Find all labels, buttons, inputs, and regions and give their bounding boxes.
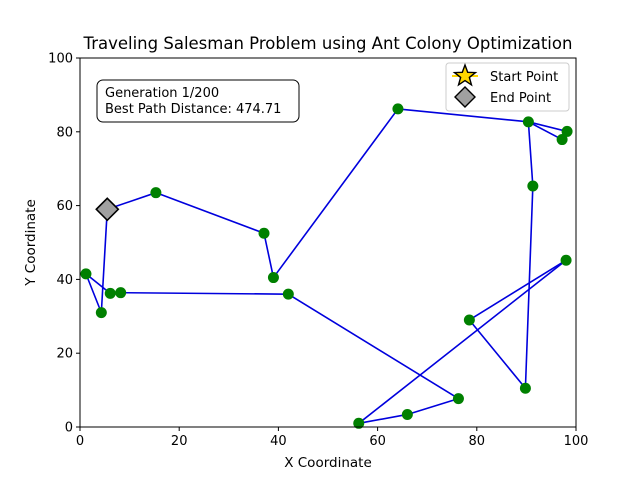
end-marker-layer <box>95 197 120 222</box>
x-axis-label: X Coordinate <box>284 455 372 471</box>
y-tick-label: 0 <box>65 421 73 436</box>
city-point <box>267 272 279 284</box>
city-points <box>80 103 573 429</box>
path-segment <box>287 293 460 400</box>
path-segment <box>524 185 534 390</box>
path-segment <box>357 259 567 425</box>
x-tick-label: 0 <box>76 434 84 449</box>
legend-end-diamond-icon <box>454 86 476 108</box>
city-point <box>522 116 534 128</box>
path-segment <box>527 121 563 141</box>
path-segment <box>357 413 409 425</box>
path-segment <box>119 291 290 295</box>
legend: Start Point End Point <box>445 62 570 112</box>
y-tick-label: 80 <box>56 125 73 140</box>
city-point <box>392 103 404 115</box>
y-axis-label: Y Coordinate <box>23 199 39 287</box>
city-point <box>150 187 162 199</box>
path-segment <box>468 259 567 321</box>
best-distance-text: Best Path Distance: 474.71 <box>105 102 281 117</box>
city-point <box>104 287 116 299</box>
chart-title: Traveling Salesman Problem using Ant Col… <box>83 34 573 53</box>
city-point <box>463 314 475 326</box>
path-segment <box>263 232 275 279</box>
path-segment <box>85 273 103 314</box>
path-segment <box>100 208 109 314</box>
path-segment <box>527 121 534 187</box>
city-point <box>282 288 294 300</box>
y-axis-ticks: 0 20 40 60 80 100 <box>48 52 80 436</box>
path-segment <box>155 191 265 235</box>
city-point <box>115 287 127 299</box>
y-tick-label: 20 <box>56 347 73 362</box>
y-tick-label: 100 <box>48 52 73 67</box>
city-point <box>527 180 539 192</box>
diamond-icon <box>454 86 476 108</box>
y-tick-label: 40 <box>56 273 73 288</box>
city-point <box>519 382 531 394</box>
path-segment <box>397 108 530 123</box>
generation-text: Generation 1/200 <box>105 86 219 101</box>
legend-start-label: Start Point <box>490 70 558 85</box>
city-point <box>556 134 568 146</box>
x-tick-label: 20 <box>171 434 188 449</box>
path-segment <box>468 319 527 390</box>
city-point <box>258 227 270 239</box>
city-point <box>353 417 365 429</box>
plot-frame <box>79 57 577 428</box>
city-point <box>560 254 572 266</box>
city-point <box>452 393 464 405</box>
path-segment <box>527 121 568 133</box>
city-point <box>401 408 413 420</box>
x-tick-label: 40 <box>270 434 287 449</box>
x-axis-ticks: 0 20 40 60 80 100 <box>76 427 589 449</box>
path-segment <box>406 397 460 416</box>
city-point <box>561 125 573 137</box>
end-point-marker <box>95 197 120 222</box>
star-icon <box>452 62 478 87</box>
legend-start-star-icon <box>452 62 478 87</box>
x-tick-label: 80 <box>469 434 486 449</box>
y-tick-label: 60 <box>56 199 73 214</box>
x-tick-label: 60 <box>369 434 386 449</box>
x-tick-label: 100 <box>564 434 589 449</box>
info-box: Generation 1/200 Best Path Distance: 474… <box>96 79 300 123</box>
path-segment <box>272 108 399 279</box>
city-point <box>80 268 92 280</box>
city-point <box>95 307 107 319</box>
info-box-frame <box>96 79 300 123</box>
legend-end-label: End Point <box>490 91 551 106</box>
